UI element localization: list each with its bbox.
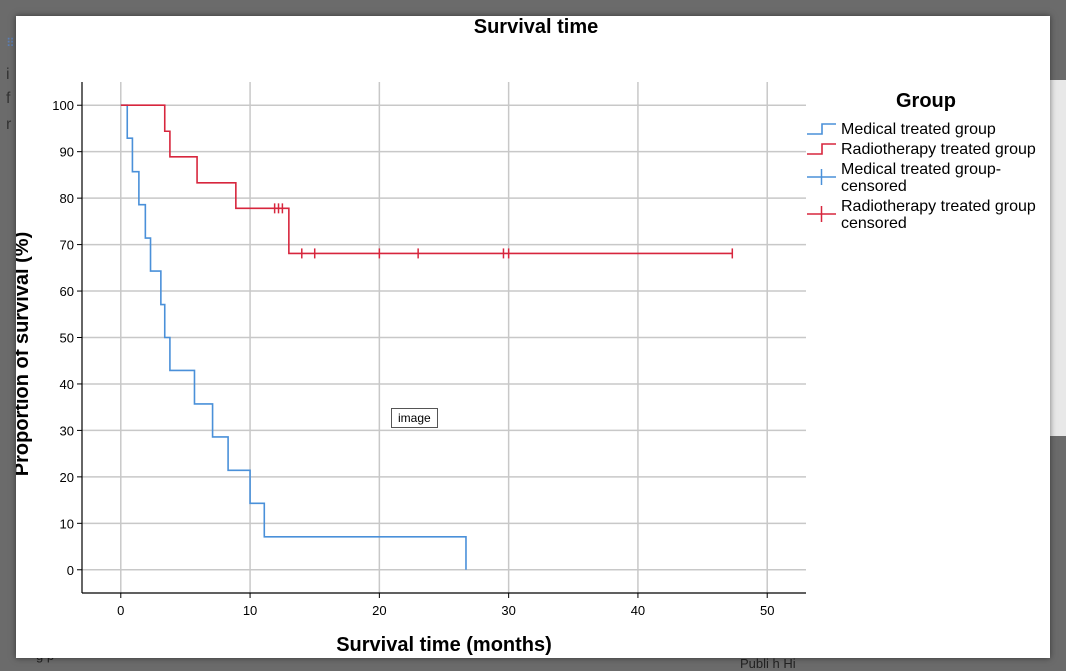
legend-label-line2: censored (841, 215, 907, 232)
chart-title: Survival time (474, 16, 599, 38)
legend-step-symbol (807, 123, 836, 135)
y-tick-label: 80 (60, 191, 74, 206)
x-tick-label: 30 (501, 603, 515, 618)
y-axis-label: Proportion of survival (%) (16, 232, 33, 476)
axes: 0 10 20 30 40 50 60 70 80 90 100 0 10 20 30 40 50 (52, 82, 806, 618)
y-tick-label: 70 (60, 238, 74, 253)
drag-handle-icon[interactable]: ⠿ (6, 36, 15, 50)
background-text: i (6, 66, 10, 83)
legend-label: Radiotherapy treated group (841, 198, 1036, 215)
y-tick-label: 30 (60, 423, 74, 438)
legend-label: Radiotherapy treated group (841, 141, 1036, 158)
legend: Group Medical treated group Radiotherapy … (807, 90, 1036, 232)
survival-step-line (120, 104, 733, 255)
background-text: r (6, 116, 12, 133)
series (120, 104, 733, 570)
background-text: Publi h Hi (740, 656, 796, 671)
censor-marks (273, 203, 734, 259)
legend-label: Medical treated group- (841, 161, 1001, 178)
background-panel (1050, 80, 1066, 436)
legend-step-symbol (807, 143, 836, 155)
survival-chart: 0 10 20 30 40 50 60 70 80 90 100 0 10 20 30 40 50 Surviv… (16, 16, 1036, 656)
y-tick-label: 10 (60, 516, 74, 531)
background-text: f (6, 90, 11, 107)
x-tick-label: 10 (243, 603, 257, 618)
x-tick-label: 0 (117, 603, 124, 618)
y-tick-label: 0 (67, 563, 74, 578)
y-tick-label: 40 (60, 377, 74, 392)
x-tick-label: 20 (372, 603, 386, 618)
y-tick-label: 60 (60, 284, 74, 299)
image-tag[interactable]: image (391, 408, 438, 428)
x-axis-label: Survival time (months) (336, 634, 552, 656)
legend-title: Group (896, 90, 956, 112)
y-tick-label: 100 (52, 98, 74, 113)
grid (82, 82, 806, 593)
image-viewer: 0 10 20 30 40 50 60 70 80 90 100 0 10 20 30 40 50 Surviv… (16, 16, 1050, 658)
y-tick-label: 20 (60, 470, 74, 485)
legend-label: Medical treated group (841, 121, 996, 138)
x-tick-label: 40 (631, 603, 645, 618)
survival-step-line (120, 104, 467, 570)
legend-label-line2: censored (841, 178, 907, 195)
y-tick-label: 90 (60, 145, 74, 160)
y-tick-label: 50 (60, 331, 74, 346)
x-tick-label: 50 (760, 603, 774, 618)
